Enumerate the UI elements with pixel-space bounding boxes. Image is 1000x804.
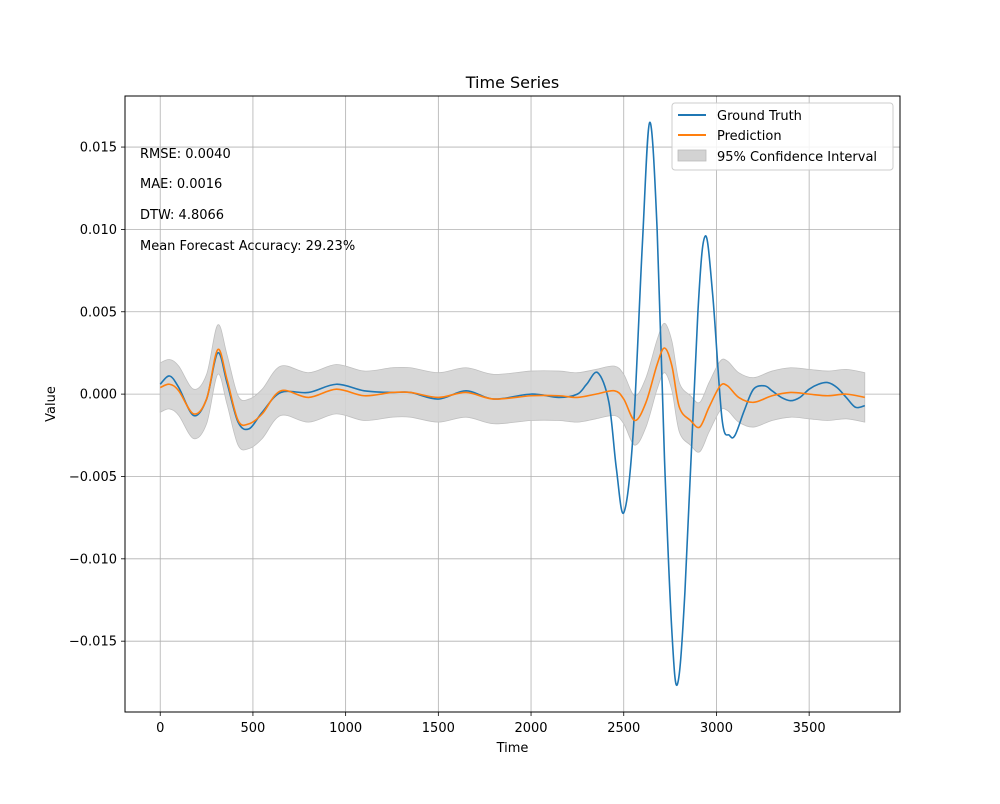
legend-label-confidence: 95% Confidence Interval	[717, 150, 877, 165]
x-tick-label: 0	[156, 721, 164, 736]
x-tick-label: 3000	[700, 721, 733, 736]
y-tick-label: −0.010	[69, 552, 117, 567]
y-tick-label: −0.005	[69, 470, 117, 485]
confidence-band	[159, 322, 866, 453]
x-tick-label: 1000	[329, 721, 362, 736]
y-tick-label: 0.015	[80, 141, 117, 156]
chart-title: Time Series	[465, 73, 559, 92]
x-tick-label: 1500	[422, 721, 455, 736]
prediction-line	[159, 347, 865, 429]
y-tick-label: 0.010	[80, 223, 117, 238]
legend-box	[671, 102, 894, 171]
x-axis-ticks: 0 500 1000 1500 2000 2500 3000 3500	[156, 712, 826, 736]
grid	[125, 96, 900, 712]
mae-annotation: MAE: 0.0016	[140, 177, 222, 192]
rmse-annotation: RMSE: 0.0040	[140, 147, 231, 162]
x-tick-label: 500	[241, 721, 266, 736]
x-axis-label: Time	[496, 741, 529, 756]
legend-label-ground-truth: Ground Truth	[717, 109, 802, 124]
metrics-annotation: RMSE: 0.0040 MAE: 0.0016 DTW: 4.8066 Mea…	[140, 147, 355, 254]
plot-frame	[124, 95, 901, 713]
y-axis-ticks: −0.015 −0.010 −0.005 0.000 0.005 0.010 0.015	[69, 141, 125, 650]
y-tick-label: −0.015	[69, 635, 117, 650]
dtw-annotation: DTW: 4.8066	[140, 208, 224, 223]
confidence-band-layer	[159, 322, 866, 453]
legend: Ground Truth Prediction 95% Confidence I…	[671, 102, 894, 171]
legend-label-prediction: Prediction	[717, 129, 782, 144]
y-axis-label: Value	[44, 386, 59, 422]
accuracy-annotation: Mean Forecast Accuracy: 29.23%	[140, 239, 355, 254]
y-tick-label: 0.005	[80, 305, 117, 320]
y-tick-label: 0.000	[80, 388, 117, 403]
x-tick-label: 2000	[514, 721, 547, 736]
x-tick-label: 2500	[607, 721, 640, 736]
legend-swatch-confidence	[677, 149, 707, 162]
series-line-layer	[159, 121, 865, 687]
x-tick-label: 3500	[793, 721, 826, 736]
ground-truth-line	[159, 121, 865, 687]
